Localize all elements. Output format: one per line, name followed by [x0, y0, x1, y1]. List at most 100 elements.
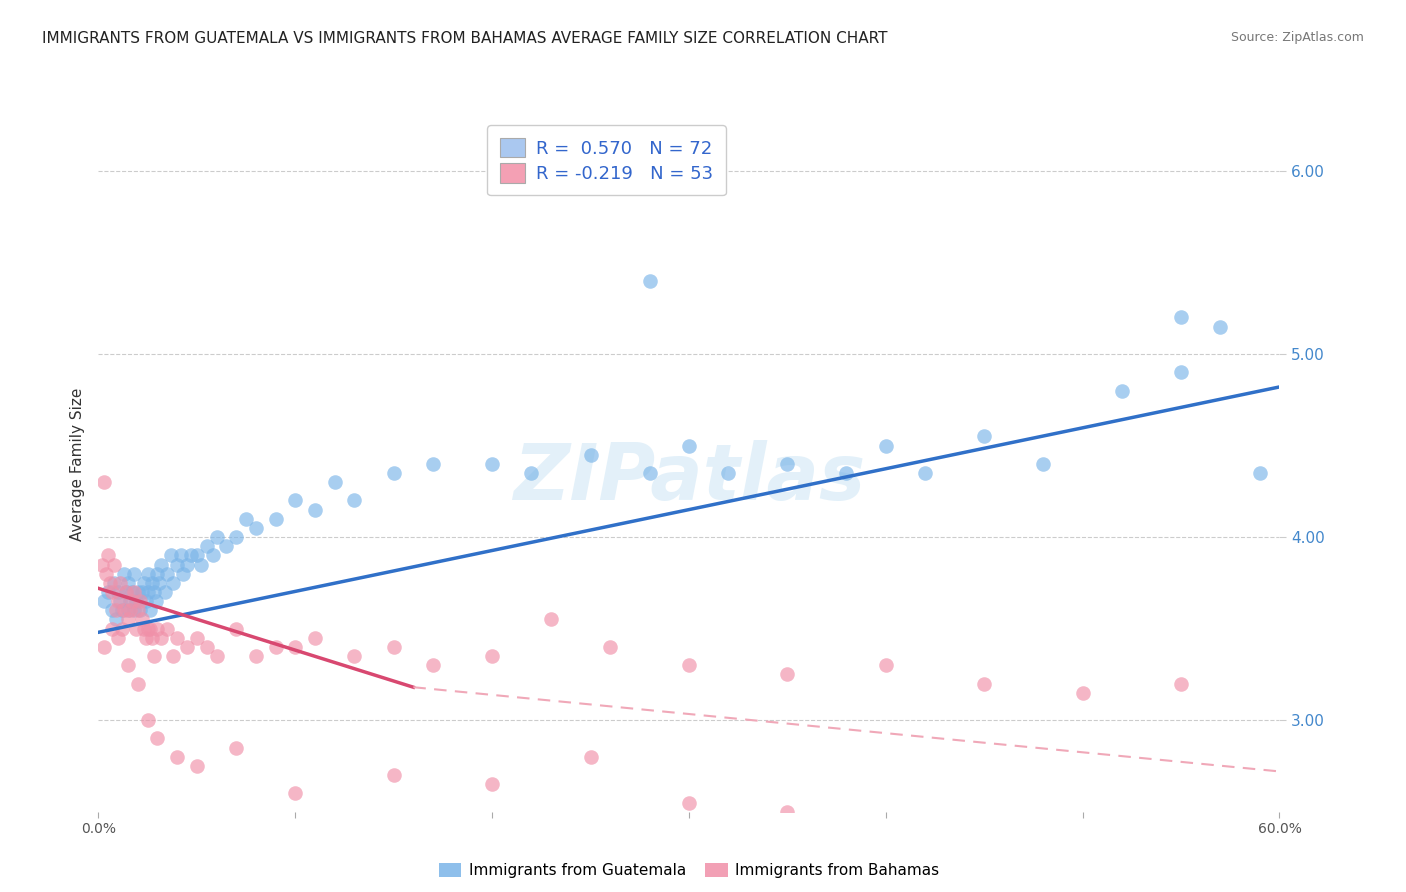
Point	[131, 612, 153, 626]
Point	[382, 768, 405, 782]
Point	[136, 622, 159, 636]
Point	[145, 594, 167, 608]
Point	[146, 731, 169, 746]
Point	[107, 594, 129, 608]
Point	[162, 575, 184, 590]
Point	[875, 658, 897, 673]
Point	[304, 631, 326, 645]
Point	[128, 594, 150, 608]
Point	[91, 558, 114, 572]
Point	[162, 649, 184, 664]
Point	[156, 622, 179, 636]
Point	[717, 466, 740, 480]
Point	[150, 631, 173, 645]
Point	[93, 640, 115, 654]
Point	[284, 786, 307, 800]
Point	[97, 549, 120, 563]
Point	[132, 575, 155, 590]
Point	[1209, 319, 1232, 334]
Point	[115, 585, 138, 599]
Point	[115, 585, 138, 599]
Point	[105, 612, 128, 626]
Point	[97, 585, 120, 599]
Point	[132, 622, 155, 636]
Point	[101, 622, 124, 636]
Point	[122, 603, 145, 617]
Point	[108, 594, 131, 608]
Text: IMMIGRANTS FROM GUATEMALA VS IMMIGRANTS FROM BAHAMAS AVERAGE FAMILY SIZE CORRELA: IMMIGRANTS FROM GUATEMALA VS IMMIGRANTS …	[42, 31, 887, 46]
Point	[776, 667, 799, 681]
Point	[190, 558, 212, 572]
Point	[122, 585, 145, 599]
Point	[835, 466, 858, 480]
Point	[112, 603, 135, 617]
Point	[579, 749, 602, 764]
Text: ZIPatlas: ZIPatlas	[513, 440, 865, 516]
Legend: Immigrants from Guatemala, Immigrants from Bahamas: Immigrants from Guatemala, Immigrants fr…	[433, 857, 945, 884]
Point	[186, 549, 208, 563]
Point	[1170, 310, 1192, 325]
Point	[304, 502, 326, 516]
Point	[195, 539, 218, 553]
Point	[225, 530, 247, 544]
Point	[166, 749, 188, 764]
Point	[103, 558, 125, 572]
Point	[481, 777, 503, 791]
Point	[520, 466, 543, 480]
Point	[205, 649, 228, 664]
Point	[201, 549, 224, 563]
Point	[125, 622, 148, 636]
Point	[150, 558, 173, 572]
Point	[678, 438, 700, 452]
Point	[1249, 466, 1271, 480]
Point	[156, 566, 179, 581]
Point	[155, 585, 177, 599]
Point	[422, 658, 444, 673]
Point	[180, 549, 202, 563]
Point	[176, 640, 198, 654]
Point	[195, 640, 218, 654]
Point	[776, 457, 799, 471]
Point	[136, 713, 159, 727]
Point	[1071, 686, 1094, 700]
Point	[127, 676, 149, 690]
Point	[215, 539, 238, 553]
Point	[225, 740, 247, 755]
Text: Source: ZipAtlas.com: Source: ZipAtlas.com	[1230, 31, 1364, 45]
Point	[343, 649, 366, 664]
Point	[1170, 365, 1192, 379]
Point	[93, 475, 115, 490]
Point	[136, 585, 159, 599]
Point	[148, 575, 170, 590]
Point	[678, 796, 700, 810]
Point	[264, 512, 287, 526]
Point	[127, 585, 149, 599]
Point	[599, 640, 621, 654]
Point	[93, 594, 115, 608]
Point	[136, 566, 159, 581]
Point	[382, 640, 405, 654]
Point	[166, 558, 188, 572]
Point	[141, 575, 163, 590]
Point	[540, 612, 562, 626]
Point	[121, 594, 143, 608]
Point	[127, 603, 149, 617]
Point	[121, 585, 143, 599]
Point	[142, 649, 165, 664]
Point	[112, 566, 135, 581]
Point	[579, 448, 602, 462]
Point	[96, 566, 118, 581]
Point	[146, 566, 169, 581]
Point	[138, 603, 160, 617]
Point	[117, 612, 139, 626]
Point	[186, 631, 208, 645]
Point	[98, 575, 121, 590]
Point	[105, 603, 128, 617]
Point	[973, 676, 995, 690]
Point	[1032, 457, 1054, 471]
Point	[101, 603, 124, 617]
Point	[235, 512, 257, 526]
Point	[111, 622, 134, 636]
Point	[284, 493, 307, 508]
Point	[914, 466, 936, 480]
